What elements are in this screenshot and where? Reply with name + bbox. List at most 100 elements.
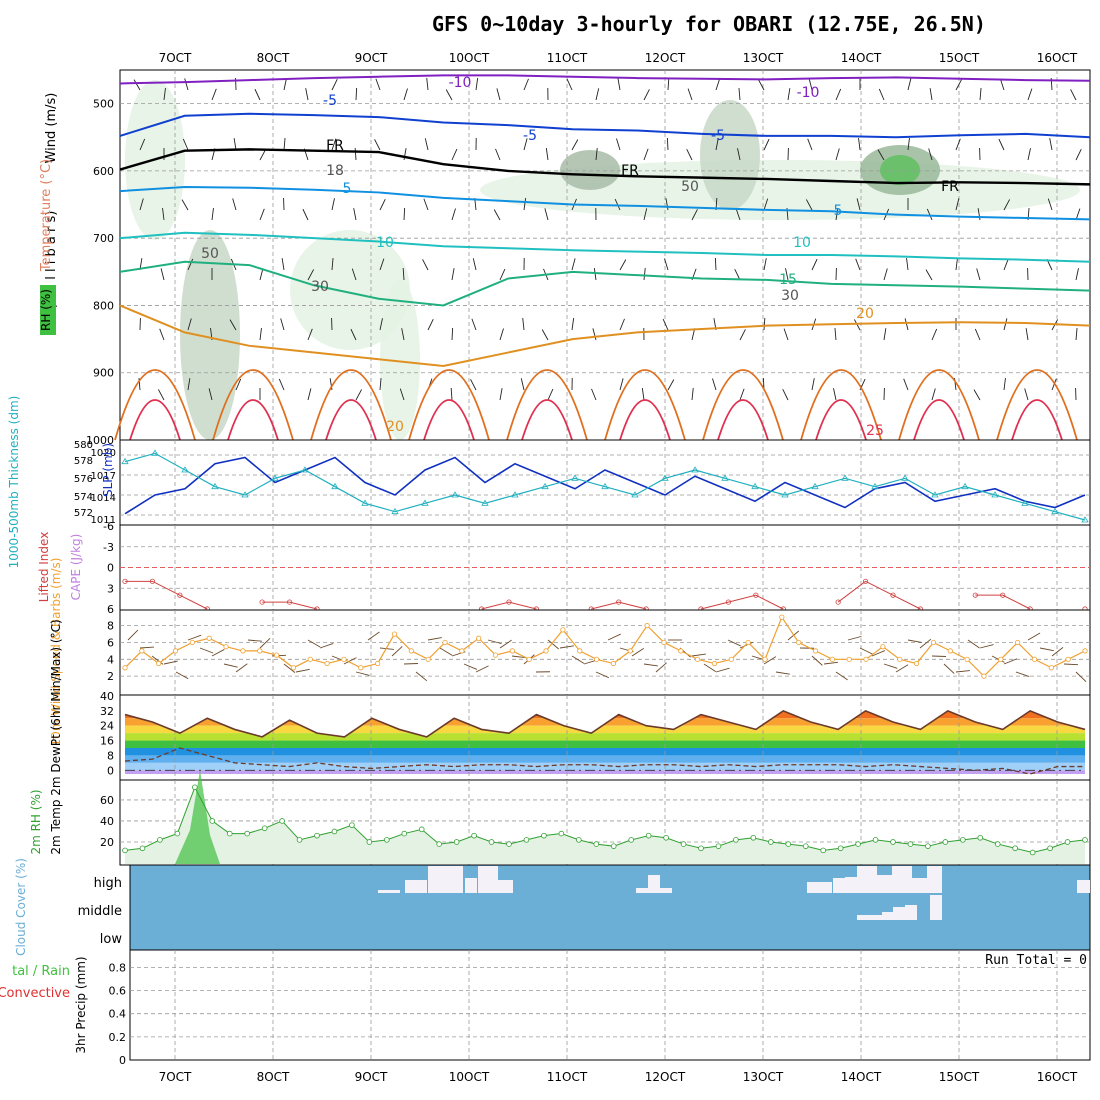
wind-barb	[523, 78, 529, 91]
wind-barb	[616, 138, 621, 151]
wind10-barb	[631, 647, 644, 657]
wind-barb	[1049, 138, 1053, 151]
temp-band	[125, 725, 1085, 734]
wind-barb	[159, 328, 165, 341]
contour-warm	[310, 369, 392, 441]
wind10-tick-label: 2	[107, 670, 114, 683]
precip-ylabel: 3hr Precip (mm)	[74, 956, 88, 1053]
thickness-marker	[811, 482, 819, 490]
wind10-marker	[947, 648, 953, 654]
wind10-marker	[459, 648, 465, 654]
cloud-frame	[129, 864, 1091, 951]
wind10-marker	[863, 656, 869, 662]
thickness-marker	[661, 474, 669, 481]
rh2m-marker	[890, 839, 896, 845]
wind-barb	[664, 258, 669, 271]
thickness-marker	[301, 466, 309, 473]
rh2m-marker	[226, 830, 233, 837]
wind-barb	[1024, 388, 1029, 401]
temp-band	[125, 755, 1085, 763]
wind10-barb	[1039, 647, 1054, 652]
wind10-marker	[812, 648, 819, 654]
rh2m-marker	[855, 841, 861, 847]
wind-barb	[834, 328, 837, 341]
wind10-barb	[295, 668, 310, 673]
precip-total-label: tal / Rain	[12, 964, 70, 979]
wind-barb	[259, 328, 262, 341]
bottom-x-tick-label: 7OCT	[159, 1070, 192, 1084]
wind10-marker	[627, 648, 633, 654]
thickness-marker	[481, 499, 489, 506]
upper-air-ylabel-rh: RH (%)	[39, 289, 53, 331]
wind-barb	[424, 138, 429, 151]
thickness-marker	[241, 491, 249, 498]
wind-barb	[499, 328, 504, 341]
rh2m-marker	[418, 826, 425, 833]
rh2m-marker	[1029, 849, 1036, 856]
wind10-barb	[319, 643, 334, 649]
li-marker	[1000, 592, 1006, 598]
li-marker	[149, 578, 156, 584]
slp-series	[121, 449, 1089, 523]
thickness-marker	[271, 474, 279, 481]
rh2m-y-axis: 60 40 20	[100, 794, 114, 849]
temp-band	[125, 770, 1085, 774]
wind10-barb	[955, 670, 970, 673]
thickness-marker	[1021, 499, 1029, 506]
wind-barb	[307, 328, 313, 341]
wind-barb	[787, 88, 791, 101]
rh-shade-blob	[560, 150, 620, 190]
wind-barb	[187, 378, 191, 391]
contour-label: 15	[779, 272, 797, 288]
wind-barb	[835, 148, 840, 161]
wind10-barb	[439, 647, 453, 656]
thickness-marker	[211, 482, 219, 490]
wind-barb	[619, 378, 624, 391]
wind-barb	[883, 328, 887, 341]
thickness-marker	[1051, 507, 1059, 515]
cloud-block	[1077, 880, 1090, 893]
wind-barb	[1003, 199, 1011, 211]
wind10-marker	[1065, 656, 1071, 662]
top-x-tick-label: 7OCT	[159, 51, 192, 65]
wind-barb	[907, 138, 910, 151]
wind10-barb	[511, 655, 526, 659]
contour-20	[119, 304, 1091, 368]
wind-barb	[925, 269, 933, 281]
wind10-marker	[408, 648, 414, 654]
top-x-tick-label: 9OCT	[355, 51, 388, 65]
rh2m-marker	[942, 839, 949, 845]
rh2m-marker	[768, 839, 774, 845]
temp-band	[125, 762, 1085, 771]
wind-barb	[499, 268, 506, 281]
wind-barb	[187, 318, 192, 331]
temp-mask	[125, 696, 1085, 737]
rh2m-marker	[157, 837, 163, 843]
chart-title: GFS 0~10day 3-hourly for OBARI (12.75E, …	[432, 12, 986, 36]
wind-barb	[379, 318, 383, 331]
rh2m-marker	[925, 843, 931, 849]
slp-tick-label: 1017	[91, 471, 116, 482]
wind10-barb	[139, 646, 154, 649]
wind-barb	[807, 138, 813, 151]
contour-label: 10	[376, 235, 394, 251]
wind-barb	[714, 257, 717, 271]
wind10-marker	[762, 656, 768, 662]
wind-barb	[687, 88, 693, 101]
wind-barb	[133, 79, 141, 91]
wind10-marker	[307, 656, 313, 662]
li-series	[122, 578, 1088, 612]
wind-barb	[926, 208, 933, 221]
wind10-barb	[475, 665, 489, 673]
wind10-barb	[559, 645, 574, 649]
wind-barb	[520, 378, 525, 391]
wind10-tick-label: 8	[107, 620, 114, 633]
wind-barb	[783, 328, 789, 341]
wind-barb	[833, 388, 837, 401]
li-marker	[286, 599, 293, 605]
rh-legend-swatch	[40, 285, 56, 335]
cloud-block	[845, 877, 857, 893]
contour-warm	[604, 369, 686, 441]
wind10-marker	[661, 639, 667, 646]
top-x-axis: 7OCT 8OCT 9OCT 10OCT 11OCT 12OCT 13OCT 14OCT 15O…	[159, 51, 1078, 65]
